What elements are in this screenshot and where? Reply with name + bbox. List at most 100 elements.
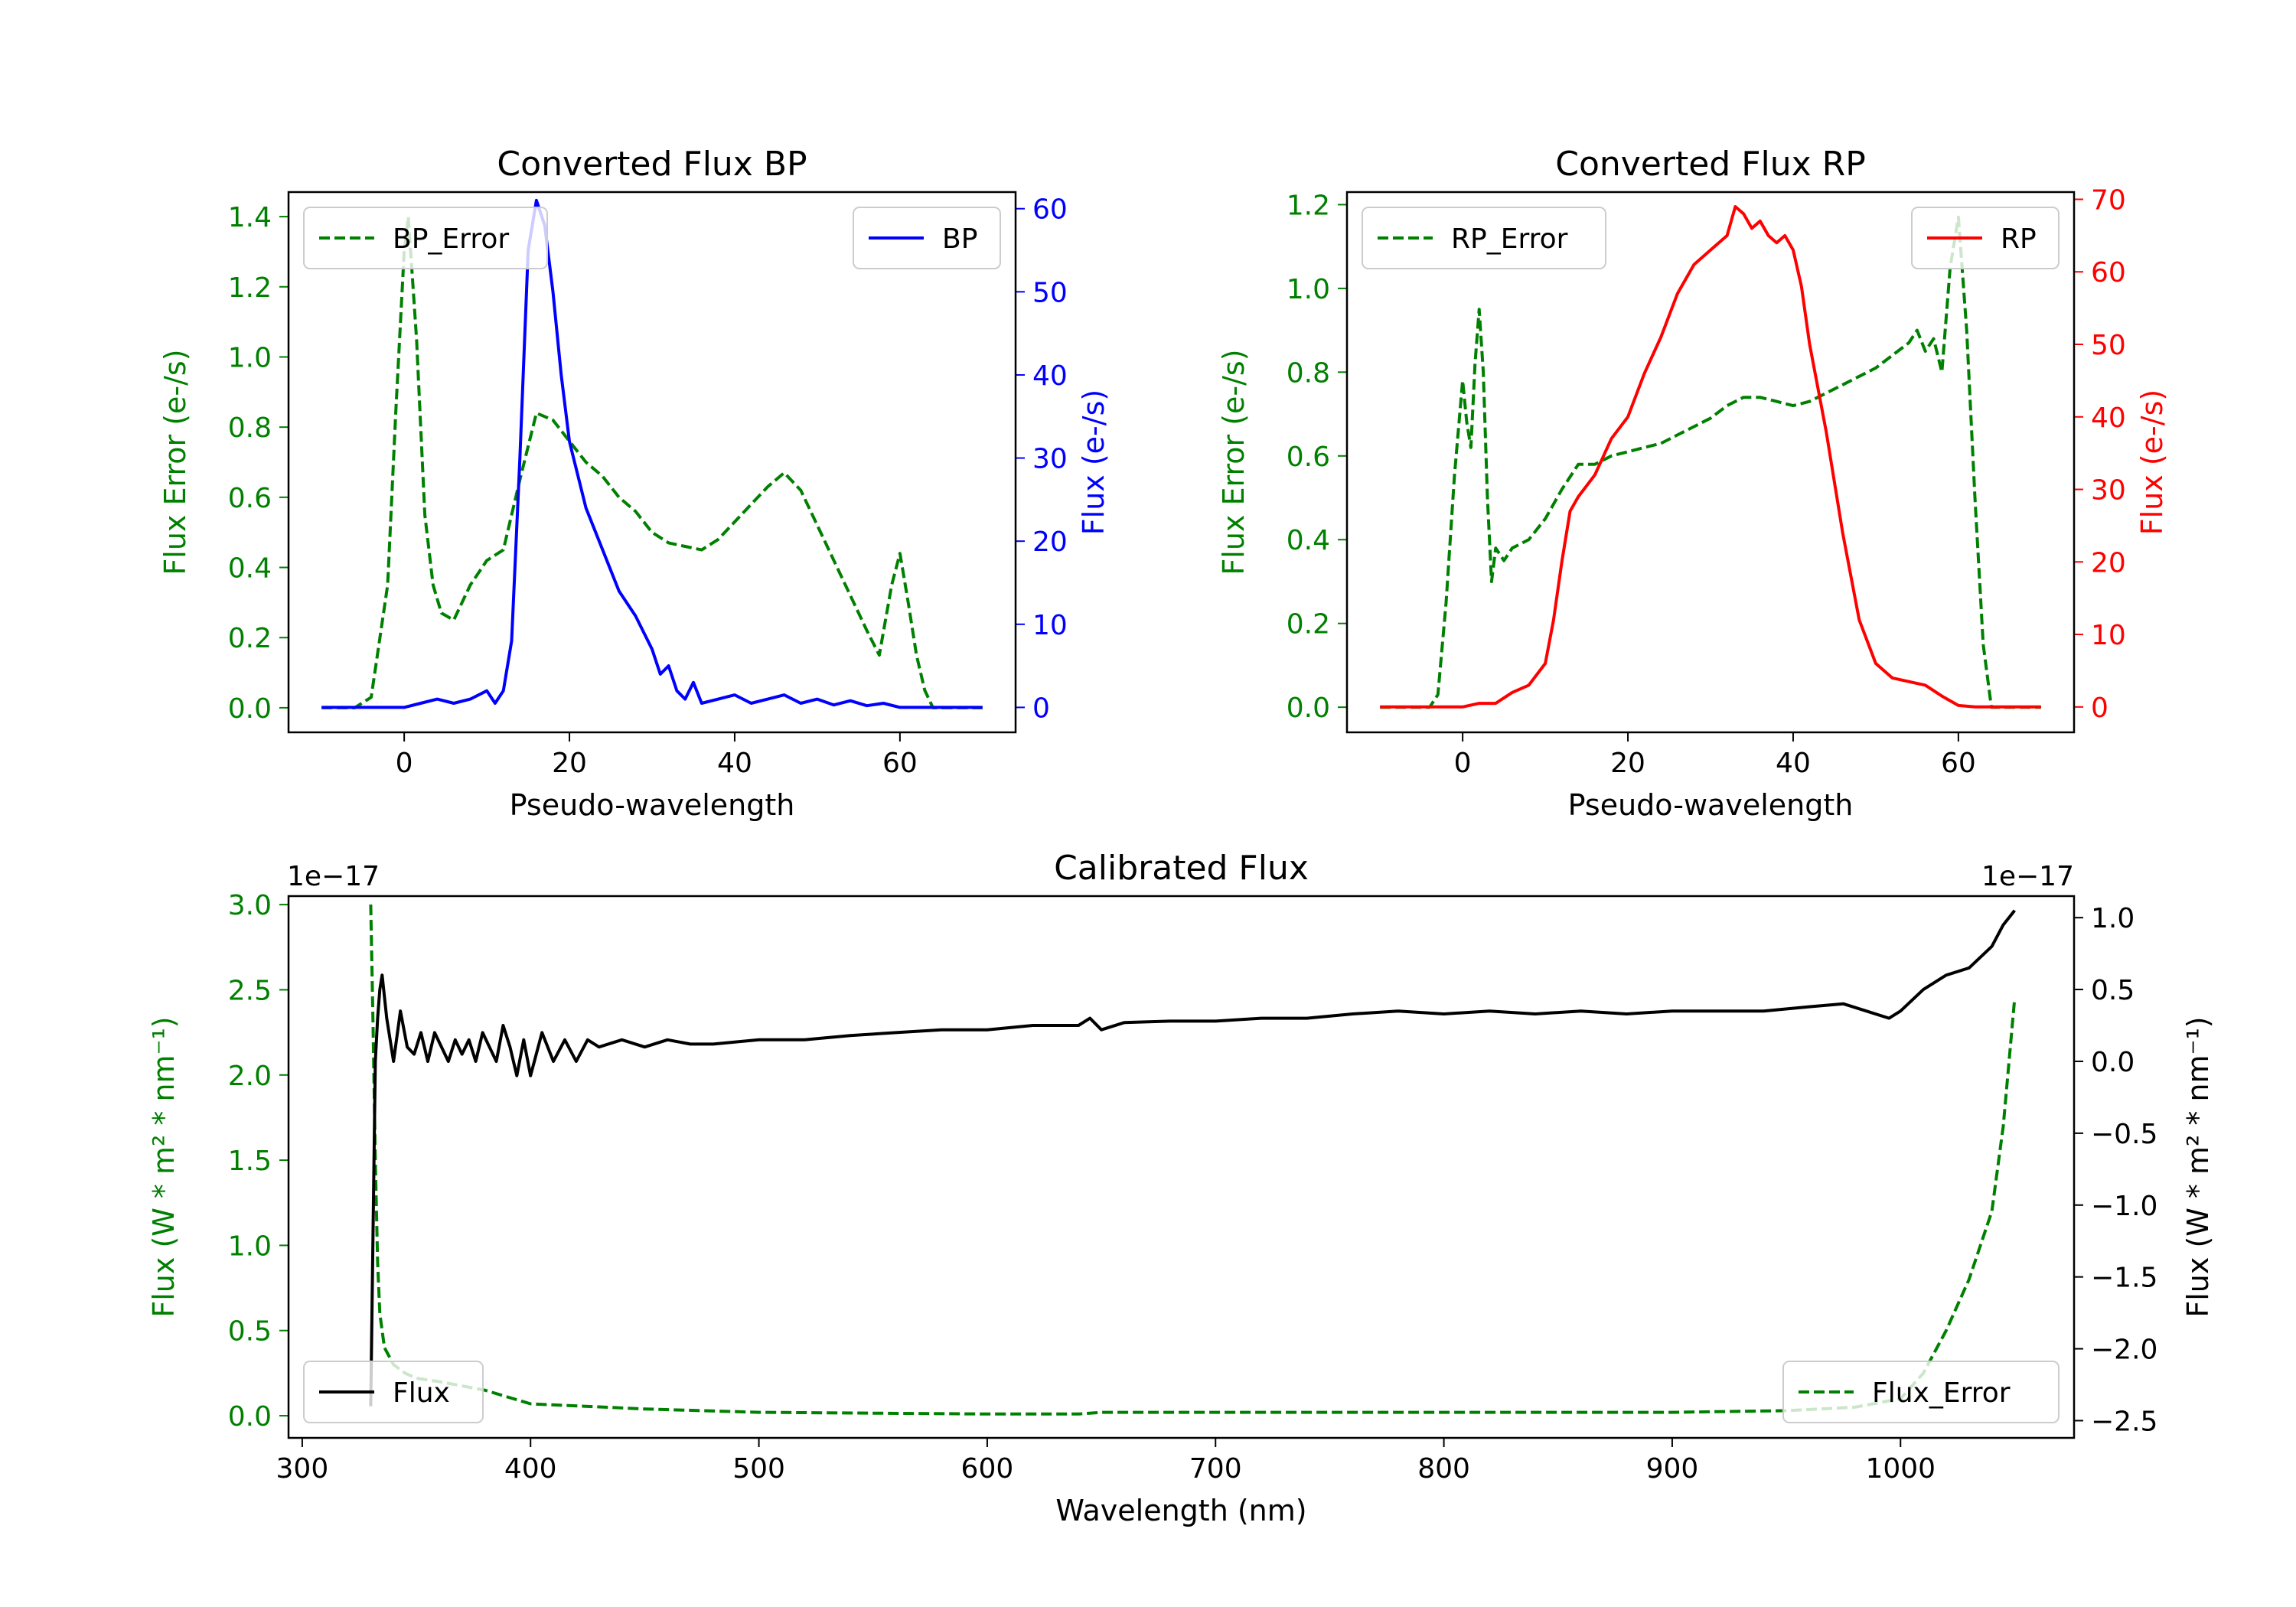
left-y-tick-label: 1.2 xyxy=(228,272,272,304)
legend-rp-error: RP_Error xyxy=(1362,207,1606,269)
left-y-tick-label: 0.2 xyxy=(228,623,272,654)
left-y-tick-label: 0.0 xyxy=(1287,693,1330,724)
right-y-tick-label: 60 xyxy=(1032,194,1068,226)
left-y-axis-label: Flux Error (e-/s) xyxy=(158,349,192,575)
right-y-tick-label: 70 xyxy=(2091,184,2126,216)
x-tick-label: 20 xyxy=(1610,748,1645,779)
plot-frame xyxy=(287,191,1017,734)
left-offset-text: 1e−17 xyxy=(287,861,380,892)
right-y-tick-label: 40 xyxy=(1032,360,1068,392)
legend-label: Flux_Error xyxy=(1872,1377,2011,1409)
right-y-tick-label: 20 xyxy=(1032,526,1068,558)
right-y-tick-label: −1.0 xyxy=(2091,1191,2157,1222)
right-y-tick-label: 20 xyxy=(2091,547,2126,579)
panel-converted-flux-rp: Converted Flux RP 0 20 40 60 Pseudo-wavelengt… xyxy=(1217,145,2169,822)
legend-rp: RP xyxy=(1911,207,2060,269)
chart-title: Converted Flux BP xyxy=(497,145,807,184)
legend-flux: Flux xyxy=(303,1361,484,1423)
right-y-tick-label: 40 xyxy=(2091,403,2126,434)
left-y-tick-label: 0.5 xyxy=(228,1316,272,1348)
right-y-tick-label: −2.5 xyxy=(2091,1406,2157,1437)
legend-box xyxy=(303,1361,484,1423)
legend-bp: BP xyxy=(853,207,1001,269)
left-y-tick-label: 1.0 xyxy=(228,1231,272,1262)
right-y-axis-label: Flux (e-/s) xyxy=(1077,390,1110,535)
left-y-tick-label: 1.0 xyxy=(228,342,272,373)
right-y-tick-label: −1.5 xyxy=(2091,1263,2157,1294)
x-tick-label: 0 xyxy=(396,748,413,779)
series-line-rp xyxy=(1380,205,2041,709)
left-y-tick-label: 0.6 xyxy=(228,483,272,514)
left-y-tick-label: 1.5 xyxy=(228,1146,272,1177)
left-y-tick-label: 3.0 xyxy=(228,890,272,921)
right-y-tick-label: 50 xyxy=(1032,277,1068,308)
right-y-tick-label: 10 xyxy=(1032,610,1068,641)
legend-label: RP_Error xyxy=(1451,223,1568,255)
right-y-tick-label: 60 xyxy=(2091,257,2126,288)
right-y-tick-label: 1.0 xyxy=(2091,903,2135,934)
chart-title: Converted Flux RP xyxy=(1555,145,1866,184)
series-line-rp-error xyxy=(1380,215,2041,709)
right-y-tick-label: 30 xyxy=(1032,444,1068,475)
right-y-tick-label: 30 xyxy=(2091,475,2126,507)
left-y-tick-label: 1.4 xyxy=(228,202,272,233)
right-y-tick-label: 0.5 xyxy=(2091,975,2135,1006)
x-tick-label: 20 xyxy=(552,748,587,779)
series-line-bp-error xyxy=(321,215,983,709)
x-tick-label: 900 xyxy=(1646,1453,1699,1485)
left-y-tick-label: 0.6 xyxy=(1287,442,1330,473)
left-y-tick-label: 0.2 xyxy=(1287,609,1330,641)
legend-flux-error: Flux_Error xyxy=(1782,1361,2060,1423)
right-y-tick-label: −0.5 xyxy=(2091,1119,2157,1150)
right-offset-text: 1e−17 xyxy=(1981,861,2074,892)
left-y-tick-label: 1.2 xyxy=(1287,190,1330,221)
legend-box xyxy=(853,207,1001,269)
x-tick-label: 0 xyxy=(1454,748,1472,779)
left-y-axis-label: Flux (W * m² * nm⁻¹) xyxy=(147,1016,181,1317)
x-axis-label: Pseudo-wavelength xyxy=(1568,788,1854,822)
left-y-tick-label: 0.4 xyxy=(228,553,272,585)
x-tick-label: 700 xyxy=(1189,1453,1242,1485)
plot-frame xyxy=(287,895,2076,1439)
left-y-axis-label: Flux Error (e-/s) xyxy=(1217,349,1251,575)
legend-box xyxy=(303,207,548,269)
left-y-tick-label: 0.8 xyxy=(228,412,272,444)
x-tick-label: 800 xyxy=(1417,1453,1470,1485)
x-tick-label: 40 xyxy=(717,748,752,779)
panel-converted-flux-bp: Converted Flux BP 0 20 40 60 Pseudo-wavelengt… xyxy=(158,145,1110,822)
legend-label: RP xyxy=(2001,223,2037,255)
right-y-tick-label: 0 xyxy=(1032,693,1050,724)
x-tick-label: 500 xyxy=(732,1453,785,1485)
x-axis-label: Wavelength (nm) xyxy=(1055,1494,1306,1527)
legend-label: Flux xyxy=(393,1377,450,1409)
right-y-axis-label: Flux (e-/s) xyxy=(2135,390,2169,535)
right-y-tick-label: 0 xyxy=(2091,693,2108,724)
panel-calibrated-flux: Calibrated Flux 300 400 500 600 700 800 900 1000… xyxy=(147,849,2215,1527)
right-y-tick-label: 0.0 xyxy=(2091,1047,2135,1078)
legend-box xyxy=(1782,1361,2060,1423)
left-y-tick-label: 0.0 xyxy=(228,1401,272,1433)
x-axis-label: Pseudo-wavelength xyxy=(510,788,795,822)
x-tick-label: 400 xyxy=(504,1453,557,1485)
chart-title: Calibrated Flux xyxy=(1054,849,1309,888)
legend-box xyxy=(1362,207,1606,269)
x-tick-label: 1000 xyxy=(1865,1453,1936,1485)
legend-box xyxy=(1911,207,2060,269)
series-line-flux xyxy=(369,909,2016,1407)
series-line-flux-error xyxy=(369,905,2017,1416)
left-y-tick-label: 0.4 xyxy=(1287,525,1330,556)
right-y-axis-label: Flux (W * m² * nm⁻¹) xyxy=(2181,1016,2215,1317)
legend-label: BP_Error xyxy=(393,223,509,255)
x-tick-label: 600 xyxy=(961,1453,1014,1485)
series-line-bp xyxy=(321,198,983,709)
right-y-tick-label: 10 xyxy=(2091,620,2126,651)
left-y-tick-label: 2.5 xyxy=(228,975,272,1006)
left-y-tick-label: 2.0 xyxy=(228,1061,272,1092)
right-y-tick-label: 50 xyxy=(2091,330,2126,361)
legend-bp-error: BP_Error xyxy=(303,207,548,269)
left-y-tick-label: 0.8 xyxy=(1287,357,1330,389)
x-tick-label: 40 xyxy=(1776,748,1811,779)
plot-frame xyxy=(1345,191,2076,734)
x-tick-label: 300 xyxy=(276,1453,329,1485)
